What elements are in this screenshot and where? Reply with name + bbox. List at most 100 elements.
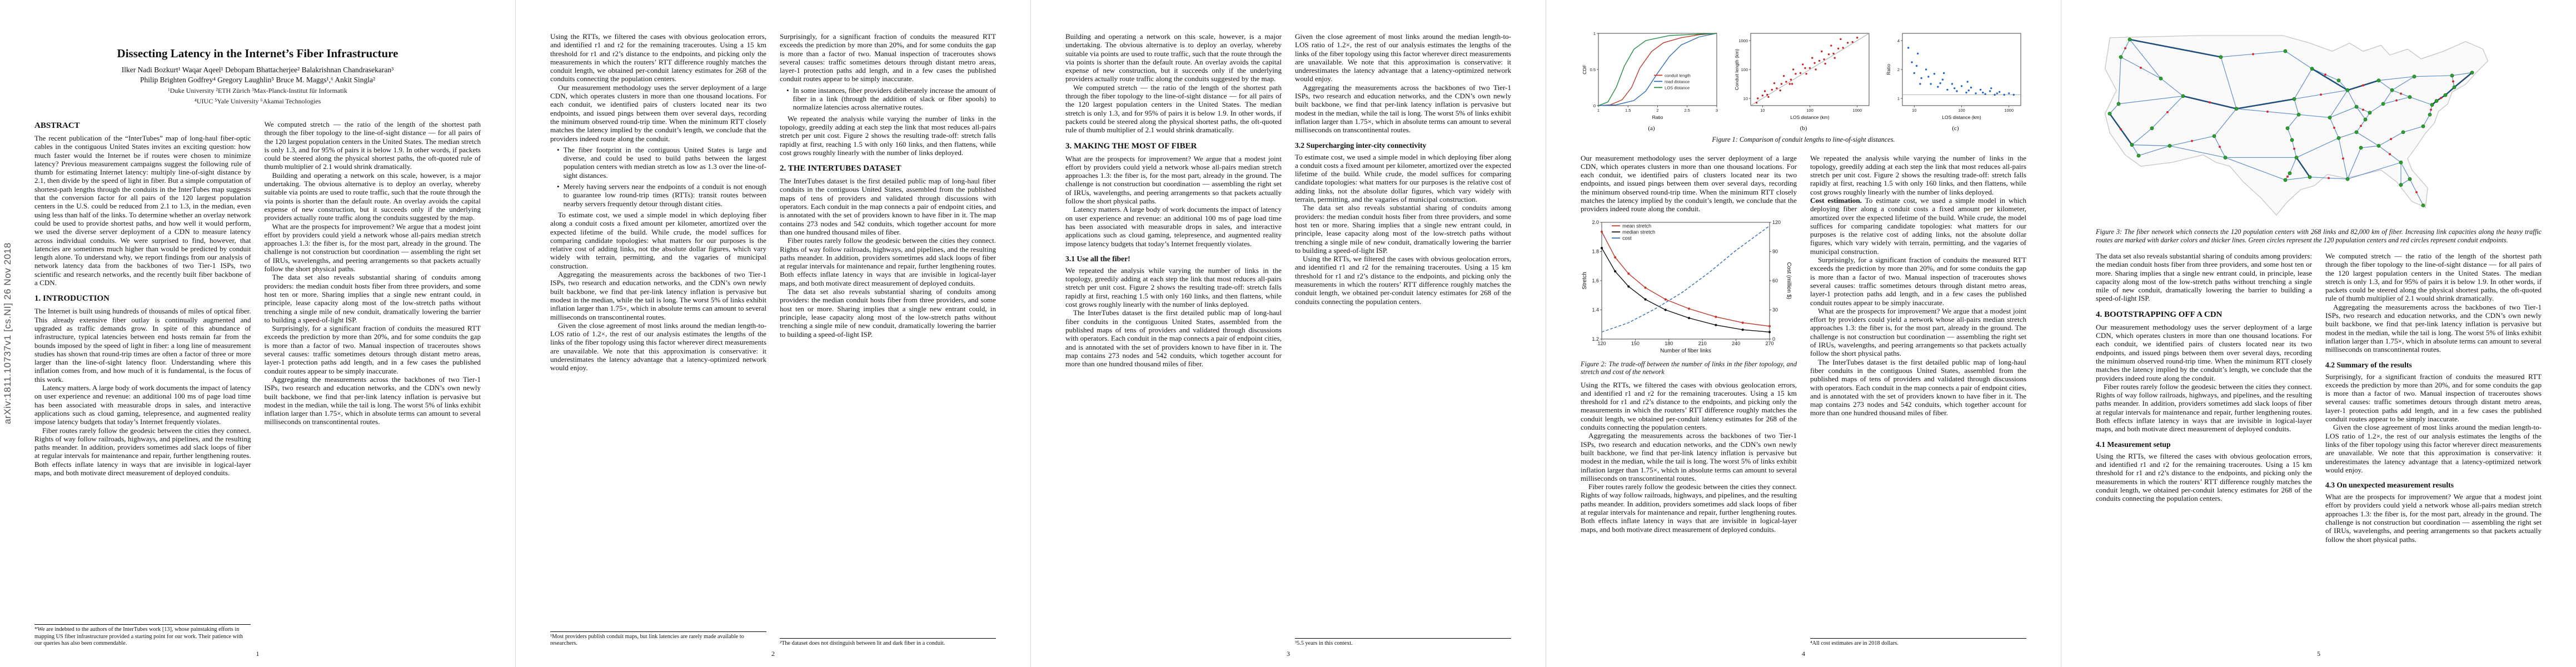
page3-right-column: Given the close agreement of most links … xyxy=(1295,32,1511,619)
bullet-item: • The fiber footprint in the contiguous U… xyxy=(557,146,766,180)
svg-text:1: 1 xyxy=(1897,96,1900,101)
page-4: 1 1.5 2 2.5 3 0 0.5 1 Ratio CDF conduit length road… xyxy=(1546,0,2061,667)
subcaption-c: (c) xyxy=(1952,125,1959,132)
svg-text:road distance: road distance xyxy=(1665,79,1690,84)
body-paragraph: Cost estimation. To estimate cost, we us… xyxy=(1810,196,2026,256)
footnote: ³5.5 years in this context. xyxy=(1295,638,1511,647)
figure-3-caption: Figure 3: The fiber network which connec… xyxy=(2096,228,2542,244)
svg-text:10: 10 xyxy=(1743,96,1747,101)
svg-text:LOS distance: LOS distance xyxy=(1665,85,1690,90)
svg-text:1.8: 1.8 xyxy=(1592,248,1599,254)
svg-text:Stretch: Stretch xyxy=(1582,272,1588,290)
svg-text:1: 1 xyxy=(1593,31,1596,36)
fig1-subplot-c: 10 100 1000 1 2 4 LOS distance (km) Ratio xyxy=(1886,33,2021,120)
body-paragraph: Aggregating the measurements across the … xyxy=(2325,302,2542,354)
page-number: 5 xyxy=(2317,650,2320,658)
page4-left-column: Our measurement methodology uses the ser… xyxy=(1581,154,1797,614)
svg-text:cost: cost xyxy=(1622,235,1632,241)
body-paragraph: The data set also reveals substantial sh… xyxy=(264,273,481,324)
body-paragraph: We computed stretch — the ratio of the l… xyxy=(264,120,481,171)
body-paragraph: Given the close agreement of most links … xyxy=(550,321,766,372)
body-paragraph: Building and operating a network on this… xyxy=(1065,32,1282,83)
authors-line-1: Ilker Nadi Bozkurt¹ Waqar Aqeel¹ Debopam… xyxy=(121,66,394,74)
section-heading-4: 4. BOOTSTRAPPING OFF A CDN xyxy=(2096,310,2223,319)
body-paragraph: Fiber routes rarely follow the geodesic … xyxy=(1581,482,1797,534)
section-heading-3-1: 3.1 Use all the fiber! xyxy=(1065,254,1130,263)
body-paragraph: Our measurement methodology uses the ser… xyxy=(1581,153,1797,213)
abstract-heading: ABSTRACT xyxy=(34,121,80,130)
body-paragraph: We computed stretch — the ratio of the l… xyxy=(1065,83,1282,135)
fig3-us-map xyxy=(2104,35,2489,216)
svg-text:1.4: 1.4 xyxy=(1592,307,1599,312)
body-paragraph: Surprisingly, for a significant fraction… xyxy=(2325,372,2542,424)
body-paragraph: Building and operating a network on this… xyxy=(264,171,481,222)
body-text: To estimate cost, we used a simple model… xyxy=(1810,196,2026,256)
page2-right-column: Surprisingly, for a significant fraction… xyxy=(780,32,996,619)
figure-1-subfig-b: 10 100 1000 10 100 1000 LOS distance (km) Condu… xyxy=(1733,28,1875,132)
page-1: arXiv:1811.10737v1 [cs.NI] 26 Nov 2018 D… xyxy=(0,0,515,667)
svg-text:210: 210 xyxy=(1698,341,1707,346)
body-paragraph: Aggregating the measurements across the … xyxy=(264,375,481,426)
svg-text:120: 120 xyxy=(1597,341,1606,346)
page3-left-column: Building and operating a network on this… xyxy=(1065,32,1282,619)
bullet-text: The fiber footprint in the contiguous Un… xyxy=(563,145,766,180)
svg-text:3: 3 xyxy=(1716,108,1718,113)
fig1-subplot-a: 1 1.5 2 2.5 3 0 0.5 1 Ratio CDF conduit lengthroad… xyxy=(1582,31,1718,120)
affiliations-line-1: ¹Duke University ²ETH Zürich ³Max-Planck… xyxy=(168,87,347,94)
body-paragraph: Fiber routes rarely follow the geodesic … xyxy=(34,426,251,477)
svg-text:2.0: 2.0 xyxy=(1592,220,1599,225)
svg-text:30: 30 xyxy=(1772,307,1778,312)
svg-text:LOS distance (km): LOS distance (km) xyxy=(1942,115,1981,120)
page-number: 1 xyxy=(256,650,260,658)
bullet-dot: • xyxy=(557,182,560,191)
body-paragraph: We repeated the analysis while varying t… xyxy=(780,114,996,157)
section-heading-3-2: 3.2 Supercharging inter-city connectivit… xyxy=(1295,141,1427,150)
affiliations-line-2: ⁴UIUC ⁵Yale University ⁶Akamai Technolog… xyxy=(194,97,321,105)
body-paragraph: Aggregating the measurements across the … xyxy=(1295,83,1511,135)
figure-1-subfig-c: 10 100 1000 1 2 4 LOS distance (km) Ratio (c) xyxy=(1885,28,2026,132)
body-paragraph: What are the prospects for improvement? … xyxy=(1065,154,1282,206)
bullet-dot: • xyxy=(557,145,560,154)
svg-text:1.2: 1.2 xyxy=(1592,336,1599,342)
body-paragraph: The InterTubes dataset is the first deta… xyxy=(780,177,996,236)
footnote: ⁴All cost estimates are in 2018 dollars. xyxy=(1810,638,2026,647)
svg-text:0: 0 xyxy=(1593,103,1596,108)
svg-text:LOS distance (km): LOS distance (km) xyxy=(1790,115,1830,120)
figure-2: 120 150 180 210 240 270 1.2 1.4 1.6 1.8 2.0 0 30 60 90… xyxy=(1581,217,1797,376)
footnote: *We are indebted to the authors of the I… xyxy=(34,624,251,647)
body-paragraph: What are the prospects for improvement? … xyxy=(1810,306,2026,358)
body-paragraph: Latency matters. A large body of work do… xyxy=(1065,205,1282,248)
paper-title: Dissecting Latency in the Internet’s Fib… xyxy=(117,47,398,60)
arxiv-stamp: arXiv:1811.10737v1 [cs.NI] 26 Nov 2018 xyxy=(2,242,13,425)
svg-text:Number of fiber links: Number of fiber links xyxy=(1660,348,1711,354)
bullet-text: Merely having servers near the endpoints… xyxy=(563,182,766,208)
figure-1: 1 1.5 2 2.5 3 0 0.5 1 Ratio CDF conduit length road… xyxy=(1581,28,2026,132)
svg-text:4: 4 xyxy=(1897,38,1900,43)
svg-text:mean stretch: mean stretch xyxy=(1622,223,1651,228)
page1-right-column: We computed stretch — the ratio of the l… xyxy=(265,120,481,623)
figure-1-subfig-a: 1 1.5 2 2.5 3 0 0.5 1 Ratio CDF conduit length road… xyxy=(1581,28,1722,132)
body-paragraph: Our measurement methodology uses the ser… xyxy=(2096,322,2312,382)
figure-1-caption: Figure 1: Comparison of conduit lengths … xyxy=(1712,136,1895,143)
body-paragraph: Latency matters. A large body of work do… xyxy=(34,384,251,426)
page-3: Building and operating a network on this… xyxy=(1030,0,1546,667)
fig1-subplot-b: 10 100 1000 10 100 1000 LOS distance (km) Condu… xyxy=(1734,33,1869,120)
body-paragraph: Aggregating the measurements across the … xyxy=(1581,431,1797,482)
body-paragraph: Fiber routes rarely follow the geodesic … xyxy=(780,236,996,287)
section-heading-1: 1. INTRODUCTION xyxy=(34,294,110,303)
page2-left-column: Using the RTTs, we filtered the cases wi… xyxy=(550,32,766,619)
page-number: 2 xyxy=(771,650,775,658)
svg-text:conduit length: conduit length xyxy=(1665,73,1691,78)
runin-heading: Cost estimation. xyxy=(1810,196,1862,205)
svg-text:1000: 1000 xyxy=(2004,108,2014,113)
fig2-chart: 120 150 180 210 240 270 1.2 1.4 1.6 1.8 2.0 0 30 60 90… xyxy=(1582,220,1792,354)
page-2: Using the RTTs, we filtered the cases wi… xyxy=(515,0,1030,667)
svg-text:2.5: 2.5 xyxy=(1685,108,1690,113)
page-number: 4 xyxy=(1802,650,1805,658)
body-paragraph: To estimate cost, we used a simple model… xyxy=(1295,152,1511,204)
page5-left-column: The data set also reveals substantial sh… xyxy=(2096,252,2312,608)
section-heading-4-3: 4.3 On unexpected measurement results xyxy=(2325,481,2454,490)
abstract-text: The recent publication of the “InterTube… xyxy=(34,134,251,287)
svg-text:Ratio: Ratio xyxy=(1886,64,1891,75)
body-paragraph: The data set also reveals substantial sh… xyxy=(780,287,996,339)
